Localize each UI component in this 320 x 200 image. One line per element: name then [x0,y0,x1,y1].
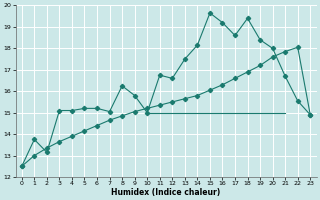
X-axis label: Humidex (Indice chaleur): Humidex (Indice chaleur) [111,188,221,197]
